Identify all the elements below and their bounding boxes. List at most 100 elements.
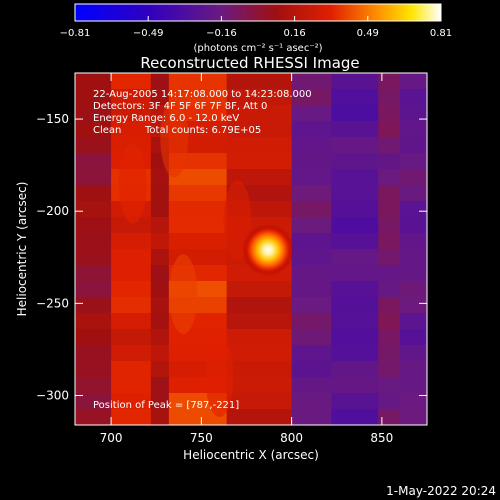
heatmap-cell [226, 121, 293, 138]
heatmap-cell [378, 345, 401, 362]
heatmap-cell [331, 185, 379, 202]
heatmap-cell [331, 137, 379, 154]
heatmap-cell [331, 377, 379, 394]
heatmap-cell [399, 265, 427, 282]
heatmap-cell [399, 89, 427, 106]
colorbar-tick-label: 0.49 [357, 28, 379, 39]
heatmap-cell [378, 201, 401, 218]
heatmap-cell [75, 217, 112, 234]
heatmap-cell [150, 409, 170, 425]
heatmap-cell [378, 409, 401, 425]
y-tick-label: −250 [36, 296, 69, 310]
x-tick-label: 750 [190, 431, 213, 445]
heatmap-cell [378, 185, 401, 202]
heatmap-cell [111, 217, 152, 234]
y-axis-ticks: −150 −200 −250 −300 [36, 112, 427, 403]
heatmap-cell [378, 169, 401, 186]
heatmap-cell [331, 361, 379, 378]
heatmap-cell [378, 249, 401, 266]
heatmap-cell [111, 361, 152, 378]
heatmap-cell [291, 137, 332, 154]
x-tick-label: 850 [370, 431, 393, 445]
heatmap-cell [150, 249, 170, 266]
heatmap-blob [118, 143, 147, 224]
heatmap-cell [226, 169, 293, 186]
heatmap-cell [399, 73, 427, 90]
heatmap-cell [168, 409, 228, 425]
heatmap-cell [111, 265, 152, 282]
heatmap-cell [75, 249, 112, 266]
heatmap-cell [168, 73, 228, 90]
heatmap-cell [331, 313, 379, 330]
heatmap-cell [378, 329, 401, 346]
heatmap-cell [226, 73, 293, 90]
heatmap-cell [168, 201, 228, 218]
heatmap-cell [399, 281, 427, 298]
heatmap-cell [399, 409, 427, 425]
heatmap-cell [75, 137, 112, 154]
heatmap-cell [150, 185, 170, 202]
heatmap-cell [150, 329, 170, 346]
colorbar-units: (photons cm⁻² s⁻¹ asec⁻²) [193, 43, 322, 54]
heatmap-cell [291, 233, 332, 250]
heatmap-cell [378, 377, 401, 394]
heatmap-cell [111, 345, 152, 362]
heatmap-cell [331, 73, 379, 90]
heatmap-cell [331, 121, 379, 138]
colorbar-tick-label: 0.16 [283, 28, 305, 39]
heatmap-cell [291, 377, 332, 394]
heatmap-cell [399, 105, 427, 122]
heatmap-cell [331, 105, 379, 122]
heatmap-cell [331, 281, 379, 298]
heatmap-cell [399, 393, 427, 410]
heatmap-cell [291, 185, 332, 202]
heatmap-cell [399, 121, 427, 138]
heatmap-cell [168, 89, 228, 106]
heatmap-cell [399, 361, 427, 378]
heatmap-cell [150, 89, 170, 106]
heatmap-cell [399, 249, 427, 266]
flare-peak [242, 223, 295, 276]
heatmap-cell [291, 297, 332, 314]
heatmap-cell [291, 345, 332, 362]
heatmap-cell [75, 89, 112, 106]
heatmap-cell [378, 313, 401, 330]
heatmap-cell [150, 393, 170, 410]
heatmap-cell [226, 393, 293, 410]
heatmap-cell [168, 217, 228, 234]
heatmap-cell [226, 345, 293, 362]
heatmap-cell [291, 361, 332, 378]
heatmap-cell [111, 73, 152, 90]
heatmap-cell [150, 345, 170, 362]
heatmap-cell [291, 73, 332, 90]
heatmap-cell [75, 169, 112, 186]
heatmap-cell [111, 281, 152, 298]
colorbar-ticks: −0.81 −0.49 −0.16 0.16 0.49 0.81 [60, 16, 452, 39]
heatmap-cell [291, 313, 332, 330]
heatmap-cell [75, 185, 112, 202]
heatmap-cell [150, 297, 170, 314]
colorbar [74, 3, 442, 22]
heatmap-cell [331, 329, 379, 346]
heatmap-cell [75, 297, 112, 314]
heatmap-cell [331, 217, 379, 234]
heatmap-cell [291, 121, 332, 138]
heatmap-cell [378, 217, 401, 234]
heatmap-cell [75, 345, 112, 362]
heatmap-cell [75, 361, 112, 378]
heatmap-cell [378, 265, 401, 282]
y-tick-label: −300 [36, 389, 69, 403]
heatmap-cell [226, 153, 293, 170]
footer-date: 1-May-2022 20:24 [386, 484, 496, 498]
heatmap-cell [331, 89, 379, 106]
heatmap-cell [226, 329, 293, 346]
heatmap-cell [399, 137, 427, 154]
heatmap-cell [111, 329, 152, 346]
x-tick-label: 700 [100, 431, 123, 445]
heatmap-cell [399, 313, 427, 330]
heatmap-cell [111, 297, 152, 314]
heatmap-cell [378, 393, 401, 410]
annotation-method: Clean [93, 125, 121, 136]
heatmap-cell [75, 409, 112, 425]
